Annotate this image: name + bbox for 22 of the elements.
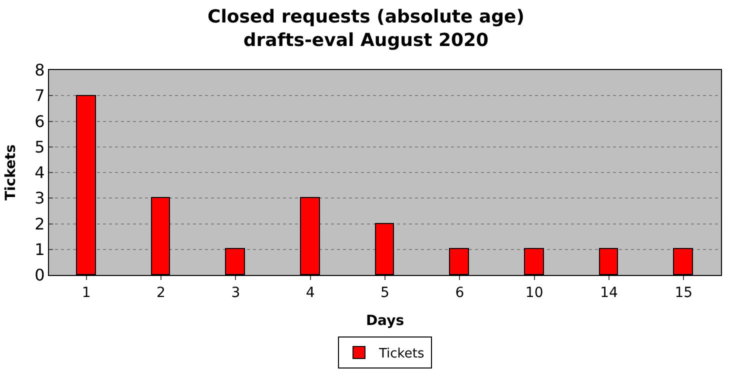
- y-tick-label: 6: [34, 112, 45, 131]
- y-tick-label: 1: [34, 240, 45, 259]
- chart-title: Closed requests (absolute age) drafts-eval August 2020: [208, 6, 524, 52]
- y-axis-title: Tickets: [3, 144, 20, 201]
- x-tick-label: 2: [156, 284, 166, 301]
- x-tick-label: 6: [455, 284, 464, 301]
- y-tick-label: 3: [34, 188, 45, 208]
- x-tick-label: 3: [231, 284, 240, 301]
- y-tick-label: 4: [34, 163, 45, 182]
- x-tick-label: 10: [525, 284, 544, 301]
- y-tick-label: 5: [34, 137, 45, 156]
- x-tick-label: 5: [380, 284, 390, 301]
- x-tick-label: 14: [600, 284, 618, 301]
- x-tick-label: 4: [306, 284, 315, 301]
- y-tick-label: 2: [34, 214, 45, 234]
- x-tick-label: 1: [82, 284, 91, 301]
- x-axis-title: Days: [366, 313, 404, 330]
- y-tick-label: 8: [34, 60, 45, 80]
- y-tick-label: 0: [34, 266, 45, 285]
- legend-label: Tickets: [378, 346, 424, 362]
- y-tick-label: 7: [34, 86, 45, 106]
- x-tick-label: 15: [674, 284, 693, 301]
